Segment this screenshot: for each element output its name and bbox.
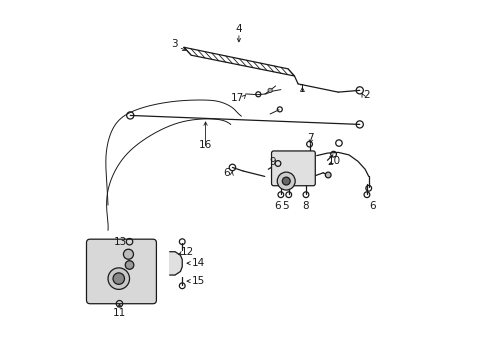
Text: 8: 8 [302, 201, 309, 211]
Circle shape [108, 268, 129, 289]
Circle shape [125, 261, 134, 269]
Circle shape [282, 177, 290, 185]
Circle shape [325, 172, 331, 178]
Polygon shape [170, 252, 182, 275]
FancyBboxPatch shape [87, 239, 156, 304]
Text: 17: 17 [231, 93, 245, 103]
Text: 15: 15 [192, 276, 205, 286]
Circle shape [113, 273, 124, 284]
Circle shape [123, 249, 133, 259]
Text: 1: 1 [299, 84, 306, 94]
Text: 6: 6 [275, 201, 281, 211]
Text: 10: 10 [327, 156, 341, 166]
Text: 3: 3 [171, 40, 178, 49]
Text: 16: 16 [199, 140, 212, 150]
Text: 2: 2 [363, 90, 369, 100]
Text: 13: 13 [114, 237, 127, 247]
Text: 6: 6 [223, 168, 230, 178]
FancyBboxPatch shape [271, 151, 315, 186]
Circle shape [277, 172, 295, 190]
Text: 5: 5 [282, 201, 289, 211]
Circle shape [268, 88, 272, 93]
Text: 6: 6 [369, 201, 376, 211]
Text: 12: 12 [181, 247, 194, 257]
Text: 4: 4 [236, 24, 242, 35]
Text: 9: 9 [269, 157, 275, 167]
Text: 7: 7 [307, 133, 314, 143]
Text: 14: 14 [192, 258, 205, 268]
Text: 11: 11 [113, 309, 126, 318]
